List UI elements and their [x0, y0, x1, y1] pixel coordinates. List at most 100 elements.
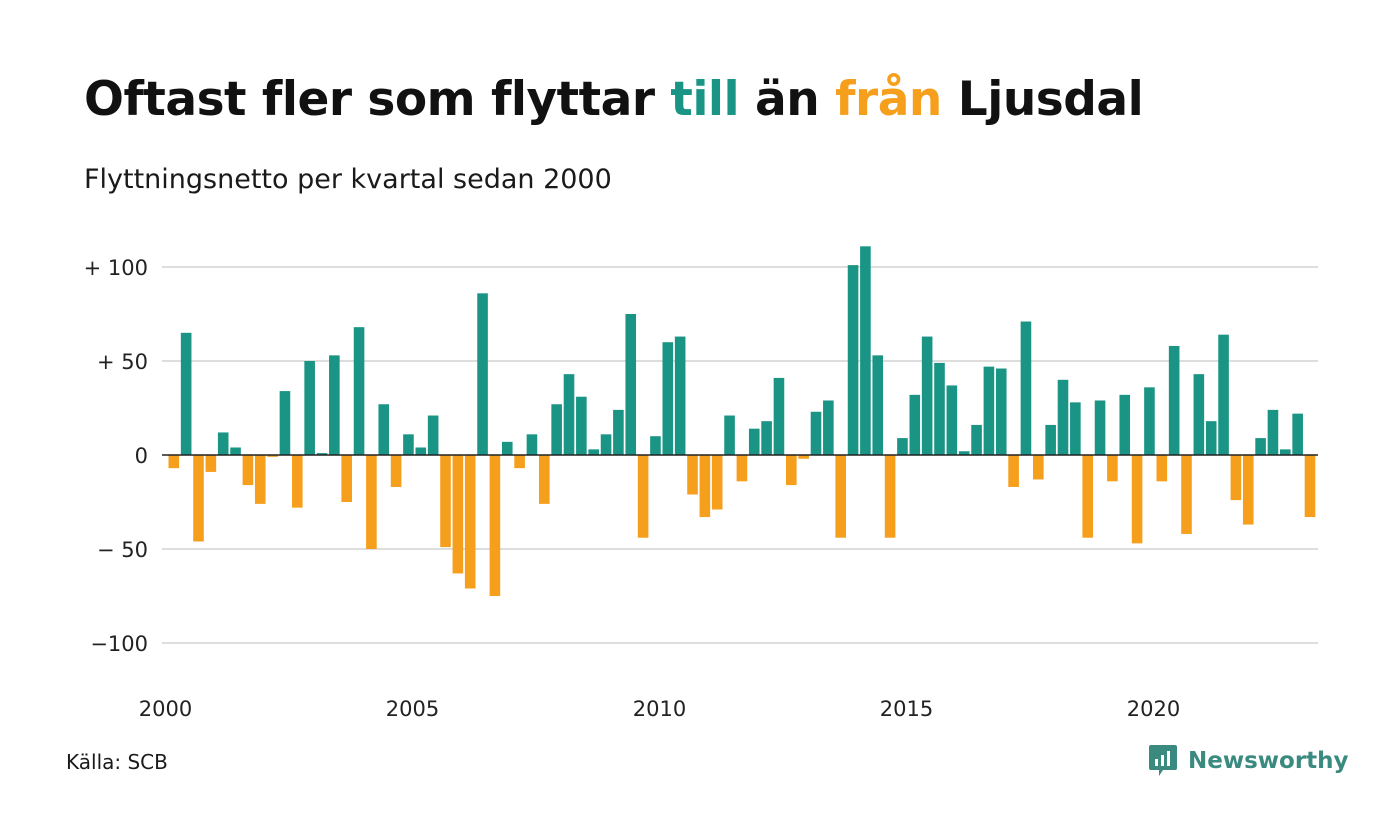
- bar: [1094, 400, 1106, 455]
- bar: [1230, 455, 1242, 501]
- y-tick-label: + 50: [97, 350, 148, 374]
- x-tick-label: 2015: [880, 697, 933, 721]
- x-tick-label: 2005: [386, 697, 439, 721]
- bar: [625, 314, 637, 455]
- x-tick-label: 2000: [139, 697, 192, 721]
- bar: [205, 455, 217, 472]
- bar: [798, 455, 809, 459]
- bar: [847, 265, 859, 455]
- chart-subtitle: Flyttningsnetto per kvartal sedan 2000: [84, 164, 612, 195]
- bar: [613, 409, 624, 455]
- bar: [884, 455, 896, 538]
- bar: [1218, 334, 1229, 455]
- bar: [934, 362, 945, 455]
- bar: [464, 455, 476, 589]
- bar: [1280, 449, 1291, 455]
- bar: [514, 455, 525, 469]
- y-axis-ticks: + 100 + 50 0 − 50 −100: [84, 256, 148, 656]
- bar: [1045, 424, 1056, 455]
- bar: [786, 455, 797, 486]
- bar: [958, 451, 970, 455]
- bar: [452, 455, 464, 574]
- bars: [168, 246, 1316, 596]
- chart-title: Oftast fler som flyttar till än från Lju…: [84, 72, 1144, 127]
- title-highlight-till: till: [670, 72, 740, 127]
- grid-lines: [162, 266, 1318, 644]
- x-axis-ticks: 2000 2005 2010 2015 2020: [139, 697, 1180, 721]
- bar: [1144, 387, 1155, 455]
- bar: [600, 434, 612, 455]
- bar: [921, 336, 933, 455]
- bar: [1181, 455, 1192, 534]
- bar: [415, 447, 427, 455]
- bar: [1119, 394, 1131, 455]
- bar: [1255, 438, 1266, 455]
- bar: [477, 293, 488, 455]
- bar: [329, 355, 340, 455]
- bar: [897, 438, 908, 455]
- y-tick-label: + 100: [84, 256, 148, 280]
- bar: [761, 421, 772, 455]
- bar: [687, 455, 698, 495]
- bar: [304, 361, 315, 455]
- bar: [650, 436, 661, 455]
- bar: [551, 404, 562, 455]
- bar: [1267, 409, 1279, 455]
- bar: [810, 411, 822, 455]
- bar: [872, 355, 884, 455]
- bar: [180, 332, 192, 455]
- bar: [403, 434, 414, 455]
- bar: [390, 455, 402, 487]
- x-tick-label: 2010: [633, 697, 686, 721]
- bar: [254, 455, 266, 504]
- bar: [563, 374, 575, 455]
- bar: [1033, 455, 1044, 480]
- brand-name: Newsworthy: [1188, 748, 1349, 774]
- bar: [637, 455, 649, 538]
- bar: [662, 342, 674, 455]
- title-part3: Ljusdal: [941, 72, 1144, 127]
- bar: [217, 432, 229, 455]
- bar: [823, 400, 834, 455]
- y-tick-label: − 50: [97, 538, 148, 562]
- bar: [230, 447, 241, 455]
- bar: [1205, 421, 1217, 455]
- bar: [588, 449, 599, 455]
- bar: [724, 415, 735, 455]
- bar: [168, 455, 180, 469]
- bar: [1193, 374, 1205, 455]
- bar: [1242, 455, 1254, 525]
- brand-logo: Newsworthy: [1148, 744, 1349, 778]
- bar: [526, 434, 538, 455]
- bar: [1057, 379, 1069, 455]
- title-highlight-fran: från: [835, 72, 942, 127]
- bar: [378, 404, 390, 455]
- bar: [1020, 321, 1032, 455]
- bar: [748, 428, 760, 455]
- newsworthy-logo-icon: [1149, 745, 1177, 776]
- bar: [1156, 455, 1168, 482]
- bar: [501, 441, 513, 455]
- bar: [971, 424, 982, 455]
- bar: [539, 455, 550, 504]
- bar: [292, 455, 303, 508]
- bar: [1107, 455, 1118, 482]
- bar: [366, 455, 377, 549]
- bar: [279, 391, 291, 455]
- bar: [440, 455, 451, 548]
- bar: [699, 455, 711, 518]
- bar: [1168, 345, 1180, 455]
- bar: [946, 385, 958, 455]
- title-part2: än: [739, 72, 836, 127]
- bar: [267, 455, 278, 457]
- bar: [489, 455, 501, 596]
- bar: [674, 336, 686, 455]
- y-tick-label: 0: [135, 444, 148, 468]
- bar-chart: + 100 + 50 0 − 50 −100 2000 2005 2010 2015 2020: [84, 246, 1318, 721]
- bar: [1070, 402, 1081, 455]
- bar: [1292, 413, 1303, 455]
- bar: [835, 455, 846, 538]
- title-part1: Oftast fler som flyttar: [84, 72, 671, 127]
- bar: [427, 415, 439, 455]
- bar: [341, 455, 352, 502]
